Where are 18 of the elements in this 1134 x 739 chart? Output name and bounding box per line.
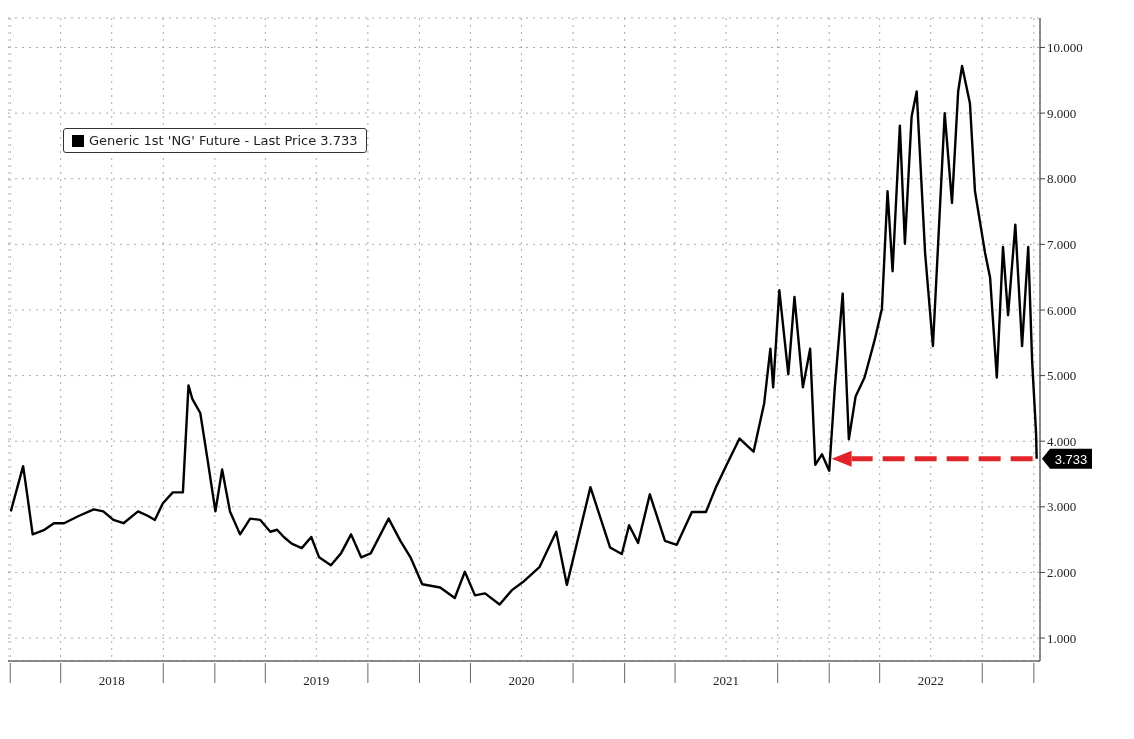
y-tick-label: 2.000	[1047, 565, 1077, 581]
annotation: 3.733	[1054, 451, 1088, 467]
y-tick-label: 7.000	[1047, 236, 1077, 252]
x-tick-label: 2020	[508, 673, 535, 688]
x-tick-label: 2018	[98, 673, 125, 688]
y-tick-label: 9.000	[1047, 105, 1077, 121]
y-tick-label: 1.000	[1047, 630, 1077, 646]
y-tick-label: 4.000	[1047, 433, 1077, 449]
y-tick-label: 3.000	[1047, 499, 1077, 515]
x-tick-label: 2022	[917, 673, 944, 688]
y-tick-label: 10.000	[1047, 40, 1083, 56]
line-series	[9, 64, 1038, 606]
x-tick-label: 2019	[303, 673, 330, 688]
y-tick-label: 5.000	[1047, 368, 1077, 384]
y-tick-label: 8.000	[1047, 171, 1077, 187]
x-tick-label: 2021	[713, 673, 740, 688]
y-tick-label: 6.000	[1047, 302, 1077, 318]
legend-label: Generic 1st 'NG' Future - Last Price 3.733	[89, 133, 358, 148]
